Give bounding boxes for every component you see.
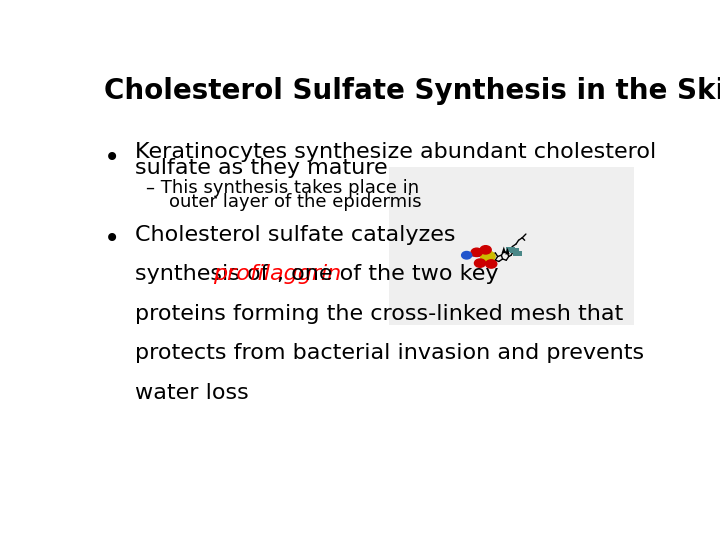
- Text: – This synthesis takes place in: – This synthesis takes place in: [145, 179, 419, 197]
- Polygon shape: [505, 248, 510, 254]
- Text: synthesis of: synthesis of: [135, 265, 275, 285]
- Text: protects from bacterial invasion and prevents: protects from bacterial invasion and pre…: [135, 343, 644, 363]
- Circle shape: [471, 248, 482, 256]
- Text: •: •: [104, 225, 120, 253]
- Text: •: •: [104, 144, 120, 172]
- Text: , one of the two key: , one of the two key: [276, 265, 498, 285]
- Text: Cholesterol sulfate catalyzes: Cholesterol sulfate catalyzes: [135, 225, 455, 245]
- Text: Cholesterol Sulfate Synthesis in the Skin: Cholesterol Sulfate Synthesis in the Ski…: [104, 77, 720, 105]
- Circle shape: [462, 252, 472, 259]
- Text: outer layer of the epidermis: outer layer of the epidermis: [145, 193, 421, 211]
- Bar: [389, 167, 634, 325]
- Bar: [506, 247, 515, 252]
- Circle shape: [485, 260, 497, 268]
- Text: proteins forming the cross-linked mesh that: proteins forming the cross-linked mesh t…: [135, 304, 623, 324]
- Text: sulfate as they mature: sulfate as they mature: [135, 158, 387, 178]
- Text: Keratinocytes synthesize abundant cholesterol: Keratinocytes synthesize abundant choles…: [135, 141, 656, 161]
- Bar: [510, 248, 518, 253]
- Polygon shape: [502, 246, 506, 253]
- Bar: [513, 251, 522, 255]
- Circle shape: [480, 246, 491, 254]
- Text: water loss: water loss: [135, 383, 248, 403]
- Circle shape: [480, 251, 495, 262]
- Circle shape: [474, 259, 485, 267]
- Text: profilaggrin: profilaggrin: [213, 265, 341, 285]
